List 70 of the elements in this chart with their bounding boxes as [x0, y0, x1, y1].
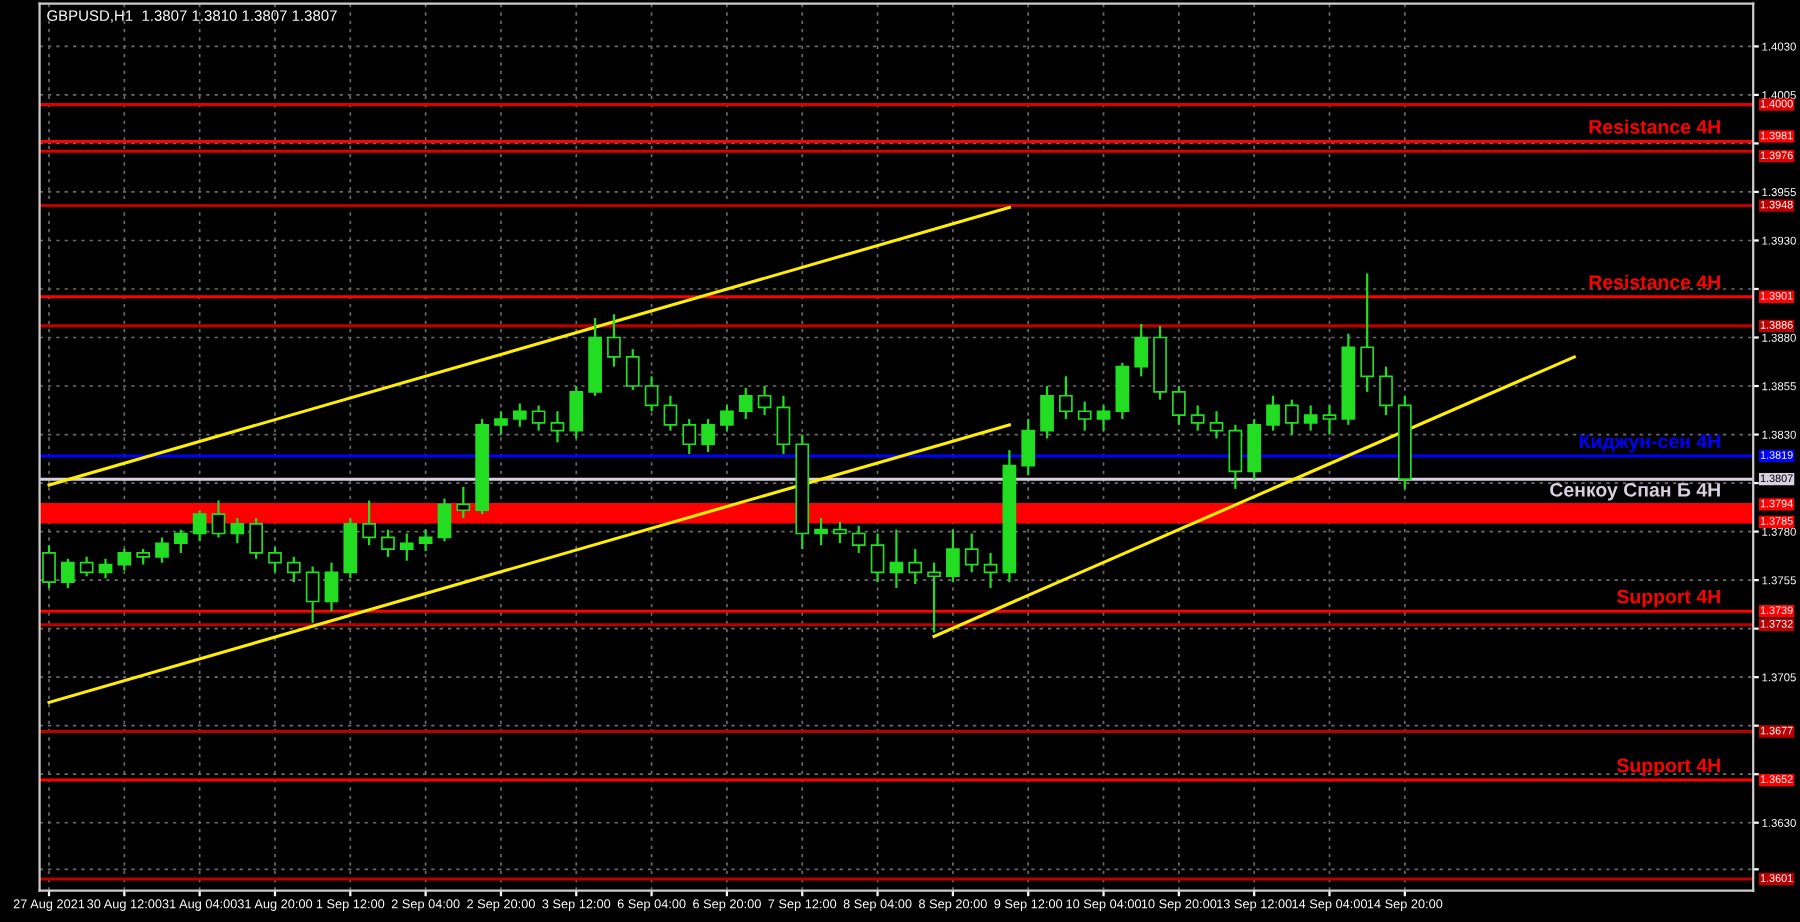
candlestick	[268, 546, 282, 574]
candlestick	[927, 561, 941, 634]
candlestick	[437, 497, 452, 543]
candlestick	[381, 528, 395, 558]
candlestick	[362, 499, 376, 547]
candlestick	[757, 384, 772, 417]
candlestick	[569, 384, 584, 440]
candlestick	[1266, 394, 1280, 432]
candlestick	[738, 386, 753, 421]
annotation: Resistance 4H	[1589, 119, 1720, 134]
candlestick	[192, 509, 207, 543]
candlestick	[211, 499, 226, 539]
candlestick	[98, 557, 113, 580]
candlestick	[79, 555, 94, 578]
candlestick	[964, 532, 979, 574]
candlestick	[494, 410, 508, 436]
candlestick	[908, 547, 923, 586]
candlestick	[173, 528, 188, 555]
candlestick	[512, 402, 527, 428]
candlestick	[983, 551, 998, 589]
candlestick	[60, 557, 75, 589]
candlestick	[833, 520, 847, 545]
candlestick	[946, 528, 960, 584]
candlestick	[1322, 404, 1337, 436]
candlestick	[1134, 322, 1149, 378]
candlestick	[1115, 361, 1130, 421]
annotation: Киджун-сен 4H	[1579, 434, 1720, 453]
annotation: Support 4H	[1616, 589, 1720, 608]
candlestick	[1172, 384, 1186, 426]
candlestick	[1379, 365, 1393, 417]
candlestick	[305, 565, 320, 624]
candlestick	[286, 555, 301, 584]
annotation: Resistance 4H	[1589, 274, 1720, 290]
candlestick	[1303, 404, 1318, 432]
candlestick	[625, 348, 640, 392]
candlestick	[1360, 272, 1375, 393]
candlestick	[1190, 404, 1205, 432]
candlestick	[550, 410, 565, 444]
candlestick	[155, 536, 169, 564]
candlestick	[776, 394, 791, 456]
candlestick	[399, 532, 414, 562]
candlestick	[117, 547, 132, 572]
candlestick	[1040, 384, 1054, 440]
candlestick	[230, 516, 245, 545]
candlestick	[889, 528, 904, 589]
candlestick	[1247, 417, 1262, 481]
candlestick	[870, 532, 885, 584]
candlestick	[531, 404, 546, 432]
candlestick	[1228, 423, 1243, 491]
candlestick	[456, 485, 471, 520]
candlestick	[1077, 400, 1092, 432]
candlestick	[249, 516, 264, 560]
candlestick	[701, 417, 715, 454]
candlestick	[851, 524, 866, 555]
band-label: Сенкоу Спан Б 4H	[1550, 482, 1720, 501]
candlestick	[42, 544, 56, 589]
candlestick	[644, 375, 659, 413]
annotation: Support 4H	[1616, 758, 1720, 777]
candlestick	[720, 404, 734, 432]
candlestick	[1209, 410, 1224, 440]
candlestick	[1284, 398, 1299, 436]
candlestick	[1096, 404, 1111, 432]
candlestick	[607, 313, 621, 368]
candlestick	[682, 417, 697, 456]
candlestick	[1021, 417, 1036, 477]
candlestick	[814, 516, 828, 547]
candlestick	[663, 394, 678, 432]
candlestick	[1059, 375, 1073, 421]
candlestick	[324, 561, 339, 613]
candlestick	[418, 528, 433, 553]
